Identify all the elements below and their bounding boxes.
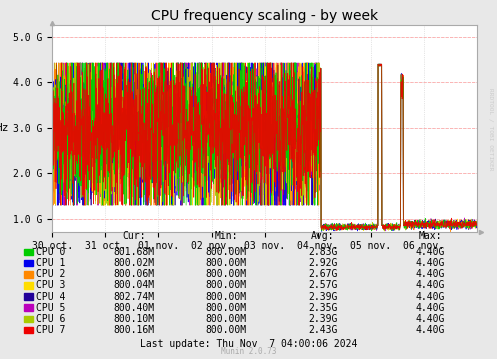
Text: 800.04M: 800.04M (114, 280, 155, 290)
Text: Munin 2.0.73: Munin 2.0.73 (221, 347, 276, 356)
Text: 2.67G: 2.67G (308, 269, 338, 279)
Text: 2.43G: 2.43G (308, 325, 338, 335)
Text: Max:: Max: (418, 231, 442, 241)
Text: 800.10M: 800.10M (114, 314, 155, 324)
Text: Cur:: Cur: (122, 231, 146, 241)
Text: 4.40G: 4.40G (415, 269, 445, 279)
Text: 800.00M: 800.00M (206, 280, 247, 290)
Text: 2.57G: 2.57G (308, 280, 338, 290)
Text: 800.00M: 800.00M (206, 269, 247, 279)
Text: 800.02M: 800.02M (114, 258, 155, 268)
Text: 800.16M: 800.16M (114, 325, 155, 335)
Text: 800.00M: 800.00M (206, 247, 247, 257)
Text: Min:: Min: (214, 231, 238, 241)
Text: 4.40G: 4.40G (415, 258, 445, 268)
Text: 800.06M: 800.06M (114, 269, 155, 279)
Text: 4.40G: 4.40G (415, 303, 445, 313)
Text: 800.00M: 800.00M (206, 292, 247, 302)
Text: 4.40G: 4.40G (415, 247, 445, 257)
Text: CPU 0: CPU 0 (36, 247, 66, 257)
Text: 4.40G: 4.40G (415, 292, 445, 302)
Text: RRDTOOL / TOBI OETIKER: RRDTOOL / TOBI OETIKER (489, 88, 494, 171)
Text: 2.35G: 2.35G (308, 303, 338, 313)
Text: 800.00M: 800.00M (206, 303, 247, 313)
Text: 4.40G: 4.40G (415, 325, 445, 335)
Text: 801.68M: 801.68M (114, 247, 155, 257)
Text: 4.40G: 4.40G (415, 314, 445, 324)
Text: 800.00M: 800.00M (206, 258, 247, 268)
Text: CPU 6: CPU 6 (36, 314, 66, 324)
Text: CPU 5: CPU 5 (36, 303, 66, 313)
Text: CPU 3: CPU 3 (36, 280, 66, 290)
Text: 802.74M: 802.74M (114, 292, 155, 302)
Text: CPU 1: CPU 1 (36, 258, 66, 268)
Text: 2.39G: 2.39G (308, 292, 338, 302)
Text: Last update: Thu Nov  7 04:00:06 2024: Last update: Thu Nov 7 04:00:06 2024 (140, 339, 357, 349)
Text: CPU 2: CPU 2 (36, 269, 66, 279)
Text: CPU 4: CPU 4 (36, 292, 66, 302)
Text: 2.83G: 2.83G (308, 247, 338, 257)
Text: 2.39G: 2.39G (308, 314, 338, 324)
Text: 2.92G: 2.92G (308, 258, 338, 268)
Text: 800.40M: 800.40M (114, 303, 155, 313)
Text: CPU 7: CPU 7 (36, 325, 66, 335)
Title: CPU frequency scaling - by week: CPU frequency scaling - by week (151, 9, 378, 23)
Text: 800.00M: 800.00M (206, 314, 247, 324)
Text: 800.00M: 800.00M (206, 325, 247, 335)
Y-axis label: Hz: Hz (0, 123, 9, 133)
Text: Avg:: Avg: (311, 231, 335, 241)
Text: 4.40G: 4.40G (415, 280, 445, 290)
